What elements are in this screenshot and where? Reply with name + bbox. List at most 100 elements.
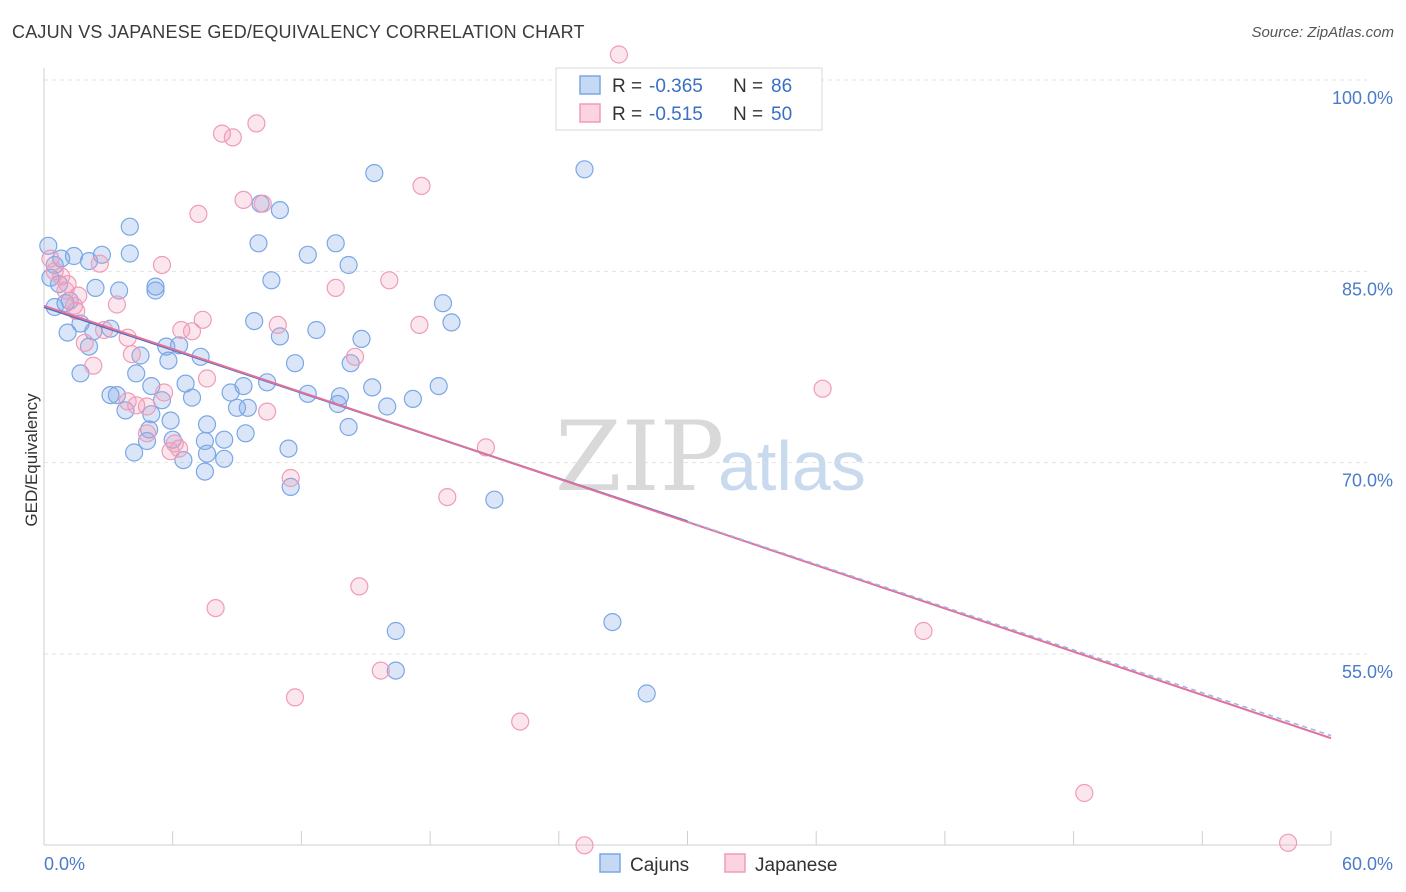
legend-r-label-2: R = <box>612 104 642 125</box>
cajuns-point-46 <box>195 462 214 481</box>
axes <box>43 68 1332 846</box>
watermark-atlas: atlas <box>718 427 866 505</box>
cajuns-point-69 <box>352 329 371 348</box>
source-label: Source: ZipAtlas.com <box>1251 24 1394 41</box>
cajuns-point-67 <box>326 234 345 253</box>
cajuns-point-84 <box>575 160 594 179</box>
y-tick-label-0: 55.0% <box>1342 662 1393 682</box>
y-tick-label-2: 85.0% <box>1342 279 1393 299</box>
cajuns-point-54 <box>245 312 264 331</box>
japanese-point-17 <box>137 397 157 416</box>
cajuns-point-62 <box>298 245 317 264</box>
y-tick-label-1: 70.0% <box>1342 471 1393 491</box>
cajuns-point-74 <box>363 378 382 397</box>
cajuns-point-11 <box>86 278 105 297</box>
japanese-point-41 <box>350 577 369 596</box>
cajuns-point-36 <box>137 431 157 451</box>
cajuns-point-19 <box>120 244 139 263</box>
japanese-point-29 <box>206 598 225 618</box>
legend-swatch-cajuns <box>579 75 601 95</box>
y-tick-label-3: 100.0% <box>1332 88 1393 108</box>
japanese-point-32 <box>234 190 253 209</box>
cajuns-point-53 <box>236 424 255 443</box>
series-layer <box>39 45 1332 855</box>
tick-labels: 55.0% 70.0% 85.0% 100.0% 0.0% 60.0% <box>44 88 1393 874</box>
japanese-point-27 <box>197 369 217 388</box>
japanese-point-48 <box>511 712 530 731</box>
japanese-point-53 <box>1075 783 1094 803</box>
cajuns-point-20 <box>146 277 165 296</box>
cajuns-point-21 <box>146 281 165 300</box>
legend-n-value-1: 86 <box>771 76 792 97</box>
cajuns-trend-extension <box>687 520 1332 737</box>
x-tick-label-0: 0.0% <box>44 854 85 874</box>
legend-n-value-2: 50 <box>771 104 792 125</box>
japanese-point-28 <box>189 204 208 223</box>
cajuns-point-47 <box>215 430 234 449</box>
cajuns-point-12 <box>58 323 77 342</box>
bottom-swatch-cajuns <box>599 853 621 873</box>
japanese-point-13 <box>84 356 103 375</box>
japanese-point-40 <box>345 347 365 366</box>
cajuns-point-38 <box>174 451 193 470</box>
japanese-point-51 <box>813 379 832 398</box>
cajuns-point-85 <box>603 612 622 632</box>
japanese-point-52 <box>914 621 933 641</box>
cajuns-point-30 <box>107 386 127 405</box>
cajuns-point-78 <box>386 661 405 680</box>
cajuns-point-80 <box>429 377 448 396</box>
legend-n-label-1: N = <box>733 76 763 97</box>
japanese-point-30 <box>212 124 232 143</box>
cajuns-point-48 <box>215 449 234 468</box>
legend-r-value-2: -0.515 <box>649 104 703 125</box>
x-tick-label-1: 60.0% <box>1342 854 1393 874</box>
japanese-point-10 <box>107 295 127 314</box>
cajuns-point-75 <box>365 164 384 183</box>
cajuns-point-83 <box>485 490 504 509</box>
grid-lines <box>44 79 1367 655</box>
japanese-point-9 <box>90 254 109 273</box>
cajuns-point-27 <box>127 364 146 383</box>
cajuns-point-77 <box>386 621 405 641</box>
chart-title: CAJUN VS JAPANESE GED/EQUIVALENCY CORREL… <box>12 22 585 42</box>
cajuns-point-64 <box>307 320 326 340</box>
cajuns-point-52 <box>238 398 257 417</box>
japanese-point-8 <box>75 333 94 352</box>
bottom-label-cajuns: Cajuns <box>630 855 689 876</box>
japanese-point-42 <box>371 661 390 680</box>
cajuns-point-35 <box>125 443 144 462</box>
legend-r-value-1: -0.365 <box>649 76 703 97</box>
cajuns-point-65 <box>279 439 298 458</box>
legend-box: R = -0.365 N = 86 R = -0.515 N = 50 <box>555 67 823 131</box>
japanese-point-14 <box>122 345 141 364</box>
japanese-point-54 <box>1278 833 1298 852</box>
japanese-point-49 <box>575 836 594 855</box>
japanese-point-45 <box>412 176 431 195</box>
cajuns-point-86 <box>637 684 656 703</box>
cajuns-point-50 <box>221 383 240 402</box>
cajuns-point-10 <box>92 245 112 264</box>
cajuns-point-82 <box>442 313 461 332</box>
japanese-point-18 <box>137 424 157 443</box>
cajuns-point-61 <box>285 354 305 373</box>
japanese-point-26 <box>193 310 212 329</box>
cajuns-point-43 <box>197 415 217 434</box>
series-japanese <box>41 45 1298 855</box>
watermark-zip: ZIP <box>555 401 724 513</box>
japanese-point-43 <box>380 271 399 290</box>
cajuns-point-42 <box>182 388 202 407</box>
japanese-point-34 <box>253 194 272 213</box>
japanese-point-39 <box>326 278 345 297</box>
japanese-point-33 <box>247 114 266 133</box>
cajuns-point-56 <box>262 271 281 290</box>
cajuns-point-45 <box>197 444 217 463</box>
cajuns-point-17 <box>109 281 129 300</box>
bottom-label-japanese: Japanese <box>755 855 837 876</box>
cajuns-point-60 <box>270 327 289 346</box>
legend-r-label-1: R = <box>612 76 642 97</box>
cajuns-point-18 <box>120 217 139 236</box>
japanese-point-19 <box>155 383 174 402</box>
bottom-swatch-japanese <box>724 853 746 873</box>
japanese-point-46 <box>438 488 457 507</box>
